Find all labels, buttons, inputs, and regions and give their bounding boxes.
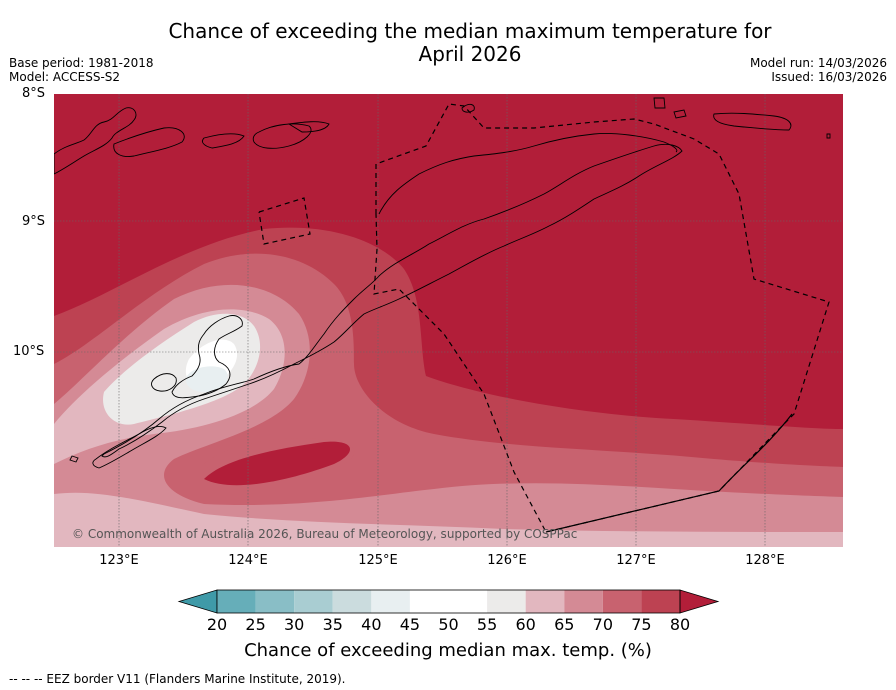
flores-coastline xyxy=(54,107,137,175)
small-island-2 xyxy=(826,133,831,139)
copyright-notice: © Commonwealth of Australia 2026, Bureau… xyxy=(72,527,578,541)
colorbar-swatch xyxy=(294,590,333,613)
lembata-coastline xyxy=(113,127,185,157)
colorbar-swatch xyxy=(217,590,256,613)
map-title: Chance of exceeding the median maximum t… xyxy=(120,20,820,66)
lon-label-128e: 128°E xyxy=(745,553,785,568)
colorbar-swatch xyxy=(448,590,488,613)
colorbar-swatches xyxy=(177,589,720,614)
timor-coastline xyxy=(101,143,683,458)
rote-island xyxy=(92,425,167,469)
solid-boundary xyxy=(545,413,793,533)
lon-label-123e: 123°E xyxy=(99,553,139,568)
eez-border xyxy=(258,103,830,533)
graticule xyxy=(54,94,843,547)
lat-label-9s: 9°S xyxy=(22,214,46,229)
colorbar-tick-label: 55 xyxy=(476,615,498,634)
colorbar-swatch xyxy=(371,590,410,613)
wetar-island xyxy=(713,112,792,131)
colorbar-tick-label: 60 xyxy=(515,615,536,634)
colorbar-extend-low xyxy=(177,589,218,614)
lon-label-126e: 126°E xyxy=(487,553,527,568)
colorbar-tick-label: 40 xyxy=(361,615,382,634)
colorbar-tick-label: 30 xyxy=(283,615,305,634)
colorbar-swatch xyxy=(564,590,603,613)
colorbar-tick-label: 50 xyxy=(438,615,459,634)
colorbar-tick-label: 75 xyxy=(631,615,652,634)
probability-map xyxy=(54,94,843,547)
eez-footnote: -- -- -- EEZ border V11 (Flanders Marine… xyxy=(9,672,346,686)
title-line-2: April 2026 xyxy=(418,42,522,66)
colorbar-tick-label: 70 xyxy=(592,615,613,634)
kupang-coastline xyxy=(171,315,243,399)
alor-east xyxy=(287,121,330,133)
wetar-west xyxy=(653,97,666,109)
lat-label-10s: 10°S xyxy=(13,344,45,359)
colorbar-label: Chance of exceeding median max. temp. (%… xyxy=(244,640,652,661)
colorbar-tick-label: 25 xyxy=(245,615,266,634)
base-period: Base period: 1981-2018 xyxy=(9,56,154,70)
colorbar-swatch xyxy=(487,590,526,613)
pantar-coastline xyxy=(201,133,245,149)
colorbar-tick-label: 45 xyxy=(399,615,421,634)
colorbar-swatch xyxy=(525,590,565,613)
model-run: Model run: 14/03/2026 xyxy=(749,56,887,70)
alor-coastline xyxy=(252,123,312,149)
colorbar-tick-label: 20 xyxy=(206,615,228,634)
colorbar-tick-label: 80 xyxy=(669,615,691,634)
colorbar-tick-label: 65 xyxy=(554,615,575,634)
title-line-1: Chance of exceeding the median maximum t… xyxy=(168,19,772,43)
field-45-50 xyxy=(186,366,228,393)
lon-label-127e: 127°E xyxy=(616,553,656,568)
meta-right: Model run: 14/03/2026 Issued: 16/03/2026 xyxy=(750,56,887,84)
ndao-island xyxy=(69,455,79,463)
lat-label-8s: 8°S xyxy=(22,86,46,101)
lon-label-124e: 124°E xyxy=(228,553,268,568)
colorbar-extend-high xyxy=(679,589,720,614)
colorbar-tick-label: 35 xyxy=(322,615,343,634)
meta-left: Base period: 1981-2018 Model: ACCESS-S2 xyxy=(9,56,154,84)
semau-island xyxy=(151,373,177,392)
colorbar-swatch xyxy=(255,590,295,613)
timor-leste-north-coast xyxy=(378,133,678,215)
lon-label-125e: 125°E xyxy=(358,553,398,568)
colorbar-swatch xyxy=(409,590,449,613)
field-inner-80 xyxy=(204,441,351,486)
colorbar-swatch xyxy=(332,590,372,613)
colorbar-frame xyxy=(216,589,681,614)
atauro-island xyxy=(461,103,475,113)
issued-date: Issued: 16/03/2026 xyxy=(771,70,887,84)
colorbar-swatch xyxy=(602,590,642,613)
small-island-1 xyxy=(673,109,687,119)
model-name: Model: ACCESS-S2 xyxy=(9,70,121,84)
field-60-65-bottom xyxy=(54,492,843,547)
colorbar-swatch xyxy=(641,590,680,613)
